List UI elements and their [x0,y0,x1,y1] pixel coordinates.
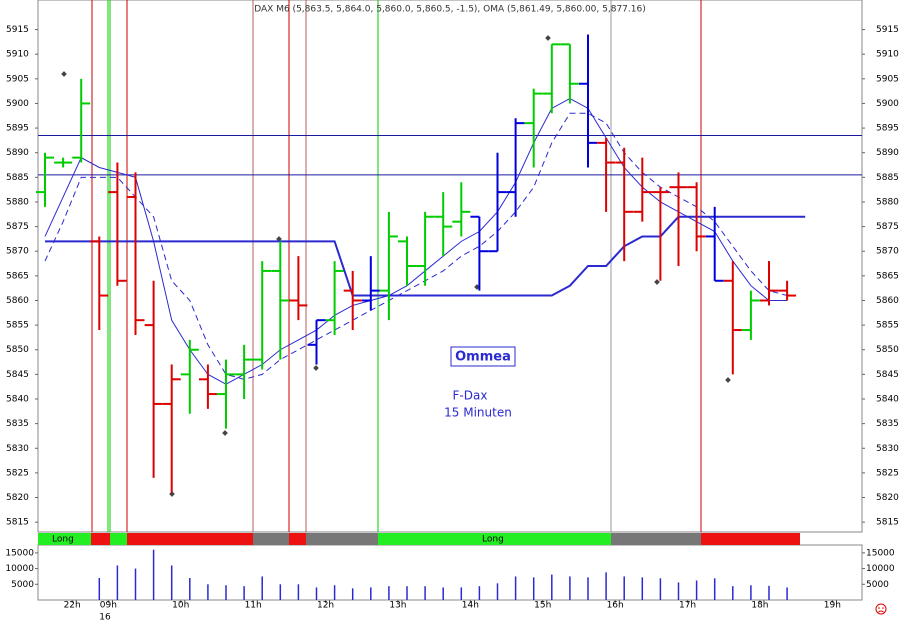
y-tick-label: 5910 [876,50,899,60]
x-tick-label: 19h [824,601,841,611]
marker [313,365,319,371]
y-tick-label: 5885 [876,173,899,183]
y-tick-label: 5905 [6,74,29,84]
y-tick-label: 5000 [11,580,34,590]
y-tick-label: 5900 [876,99,899,109]
status-icon [875,603,887,615]
y-tick-label: 5910 [6,50,29,60]
x-tick-label: 18h [751,601,768,611]
volume-panel [37,544,863,601]
icon [878,607,880,609]
state-label: Long [482,535,504,545]
y-tick-label: 5830 [876,444,899,454]
y-tick-label: 5835 [876,419,899,429]
y-tick-label: 5830 [6,444,29,454]
x-tick-label: 22h [64,601,81,611]
y-tick-label: 5890 [876,148,899,158]
y-tick-label: 5900 [6,99,29,109]
y-tick-label: 5885 [6,173,29,183]
y-tick-label: 10000 [5,564,34,574]
state-segment [611,533,701,545]
y-tick-label: 5915 [6,25,29,35]
x-tick-label: 09h [100,601,117,611]
y-tick-label: 5875 [6,222,29,232]
y-tick-label: 5820 [876,493,899,503]
y-tick-label: 5815 [876,518,899,528]
marker [169,491,175,497]
state-label: Long [52,535,74,545]
x-tick-label: 13h [389,601,406,611]
marker [725,377,731,383]
y-tick-label: 5850 [876,345,899,355]
y-tick-label: 5860 [876,296,899,306]
y-tick-label: 5870 [876,247,899,257]
x-tick-label: 17h [679,601,696,611]
y-tick-label: 5835 [6,419,29,429]
annotation: Ommea [455,350,511,365]
y-tick-label: 5875 [876,222,899,232]
y-tick-label: 15000 [866,548,895,558]
marker [654,279,660,285]
y-tick-label: 5880 [6,197,29,207]
y-tick-label: 5855 [6,321,29,331]
icon [875,603,887,615]
state-segment [253,533,289,545]
indicator-line [44,112,788,380]
state-segment [91,533,110,545]
annotation: 15 Minuten [444,406,512,420]
y-tick-label: 5860 [6,296,29,306]
y-tick-label: 5845 [876,370,899,380]
state-segment [289,533,306,545]
y-tick-label: 5865 [6,271,29,281]
y-tick-label: 5840 [6,395,29,405]
y-tick-label: 5915 [876,25,899,35]
x-tick-label: 12h [317,601,334,611]
state-segment [110,533,127,545]
x-tick-label: 10h [172,601,189,611]
state-segment [378,533,611,545]
y-tick-label: 5865 [876,271,899,281]
y-tick-label: 5000 [866,580,889,590]
state-strip: Long Long [38,533,800,545]
y-tick-label: 15000 [5,548,34,558]
y-tick-label: 10000 [866,564,895,574]
x-tick-label: 14h [462,601,479,611]
state-segment [701,533,800,545]
state-segment [306,533,378,545]
y-tick-label: 5890 [6,148,29,158]
y-tick-label: 5845 [6,370,29,380]
marker [222,430,228,436]
signal-lines [91,0,702,532]
y-tick-label: 5895 [876,124,899,134]
icon [882,607,884,609]
x-tick-label: 16h [607,601,624,611]
y-tick-label: 5880 [876,197,899,207]
y-tick-label: 5895 [6,124,29,134]
annotation: F-Dax [453,389,488,403]
y-tick-label: 5870 [6,247,29,257]
date-label: 16 [99,613,111,622]
annotation-box [450,346,516,367]
state-segment [38,533,91,545]
y-tick-label: 5905 [876,74,899,84]
y-tick-label: 5815 [6,518,29,528]
y-tick-label: 5850 [6,345,29,355]
icon [878,610,884,613]
indicator-line [44,97,788,385]
x-tick-label: 15h [534,601,551,611]
chart-title: DAX M6 (5,863.5, 5,864.0, 5,860.0, 5,860… [254,5,645,15]
marker [545,35,551,41]
y-tick-label: 5840 [876,395,899,405]
state-segment [127,533,253,545]
y-tick-label: 5855 [876,321,899,331]
y-tick-label: 5825 [6,468,29,478]
y-tick-label: 5825 [876,468,899,478]
y-tick-label: 5820 [6,493,29,503]
x-tick-label: 11h [245,601,262,611]
